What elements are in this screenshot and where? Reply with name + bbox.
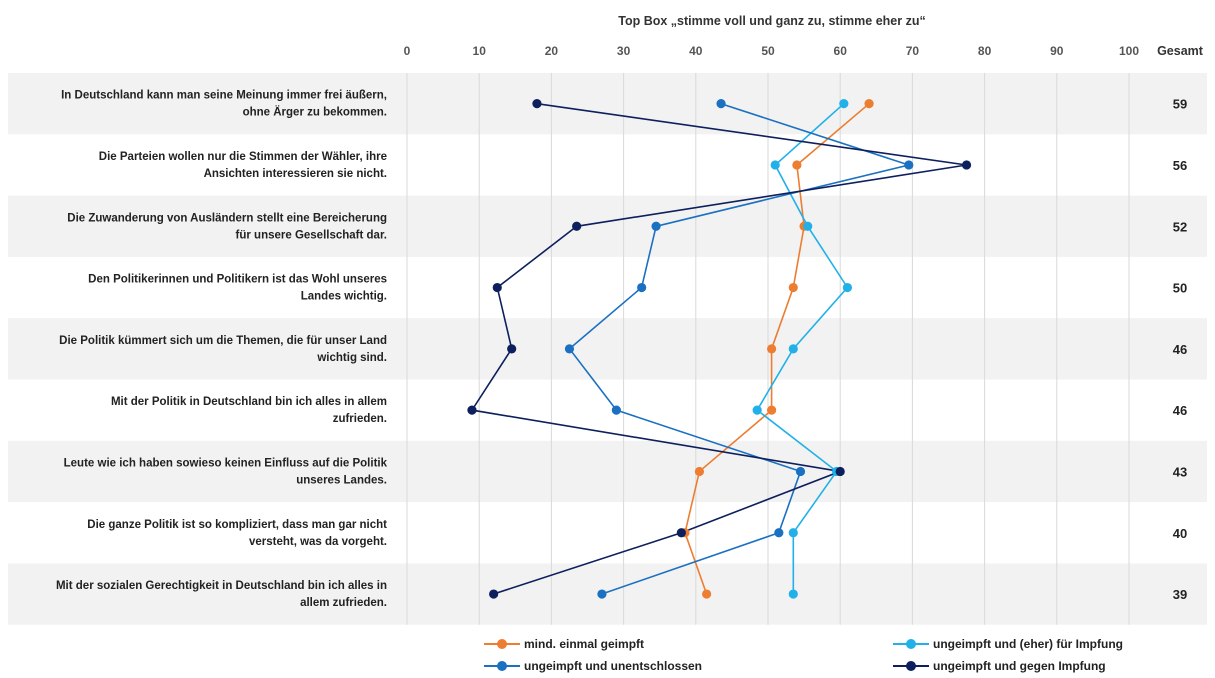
series-point-2 [795,466,806,477]
series-point-3 [676,528,686,538]
series-point-1 [770,160,780,170]
x-tick-label: 30 [617,44,631,58]
series-point-2 [904,160,914,170]
series-point-2 [774,528,784,538]
x-tick-label: 90 [1050,44,1064,58]
total-column-header: Gesamt [1157,44,1204,58]
total-value: 40 [1173,526,1187,541]
row-label: Mit der Politik in Deutschland bin ich a… [111,396,387,425]
series-point-2 [651,221,661,231]
legend-label: ungeimpft und unentschlossen [524,659,703,673]
row-band [8,318,1207,380]
total-value: 43 [1173,464,1187,479]
series-point-3 [532,99,542,109]
series-point-1 [788,589,798,599]
series-point-3 [467,405,477,415]
total-value: 46 [1173,403,1187,418]
total-value: 52 [1173,219,1187,234]
series-point-2 [611,405,621,415]
row-label: In Deutschland kann man seine Meinung im… [61,90,387,119]
series-point-1 [752,405,762,415]
legend-swatch-orange [484,639,520,649]
series-point-3 [507,344,517,354]
series-point-1 [803,221,813,231]
legend-swatch-blue [484,661,520,671]
series-point-3 [572,221,582,231]
series-point-0 [792,160,802,170]
series-point-2 [597,589,607,599]
legend-item-3: ungeimpft und gegen Impfung [893,659,1106,673]
series-point-1 [788,528,798,538]
series-point-0 [864,99,874,109]
row-label: Den Politikerinnen und Politikern ist da… [88,274,387,303]
total-value: 56 [1173,158,1187,173]
series-point-0 [767,405,777,415]
row-band [8,440,1207,503]
series-point-3 [492,282,502,293]
series-point-1 [839,99,849,109]
row-label: Die Zuwanderung von Ausländern stellt ei… [67,212,387,241]
row-band [8,563,1207,625]
x-tick-label: 10 [473,44,487,58]
row-label: Mit der sozialen Gerechtigkeit in Deutsc… [56,580,387,609]
legend-item-0: mind. einmal geimpft [484,637,644,651]
legend-swatch-lightblue [893,639,929,649]
series-point-0 [767,344,777,354]
total-value: 46 [1173,342,1187,357]
legend-item-1: ungeimpft und (eher) für Impfung [893,637,1123,651]
x-tick-label: 70 [906,44,920,58]
total-value: 59 [1173,97,1187,112]
x-tick-label: 80 [978,44,992,58]
total-value: 50 [1173,281,1187,296]
series-point-2 [564,344,575,354]
row-label: Die ganze Politik ist so kompliziert, da… [87,519,387,548]
legend-item-2: ungeimpft und unentschlossen [484,659,702,673]
series-point-2 [637,282,647,293]
row-band [8,195,1207,257]
series-point-3 [835,466,845,477]
series-point-3 [961,160,972,170]
legend-swatch-navy [893,661,929,671]
chart-title: Top Box „stimme voll und ganz zu, stimme… [618,14,925,28]
legend-label: mind. einmal geimpft [524,637,645,651]
legend-label: ungeimpft und (eher) für Impfung [933,637,1123,651]
series-point-1 [788,344,798,354]
x-tick-label: 0 [404,44,411,58]
row-label: Die Parteien wollen nur die Stimmen der … [99,151,387,180]
x-tick-label: 100 [1119,44,1139,58]
series-point-2 [716,99,726,109]
x-tick-label: 60 [834,44,848,58]
row-band [8,73,1207,135]
series-point-0 [694,466,705,477]
series-point-0 [788,282,798,293]
series-point-1 [842,282,853,293]
series-point-0 [702,589,712,599]
x-tick-label: 20 [545,44,559,58]
series-point-3 [489,589,499,599]
x-tick-label: 40 [689,44,703,58]
row-label: Die Politik kümmert sich um die Themen, … [59,335,387,364]
total-value: 39 [1173,587,1187,602]
legend-label: ungeimpft und gegen Impfung [933,659,1106,673]
row-label: Leute wie ich haben sowieso keinen Einfl… [64,457,388,486]
x-tick-label: 50 [761,44,775,58]
